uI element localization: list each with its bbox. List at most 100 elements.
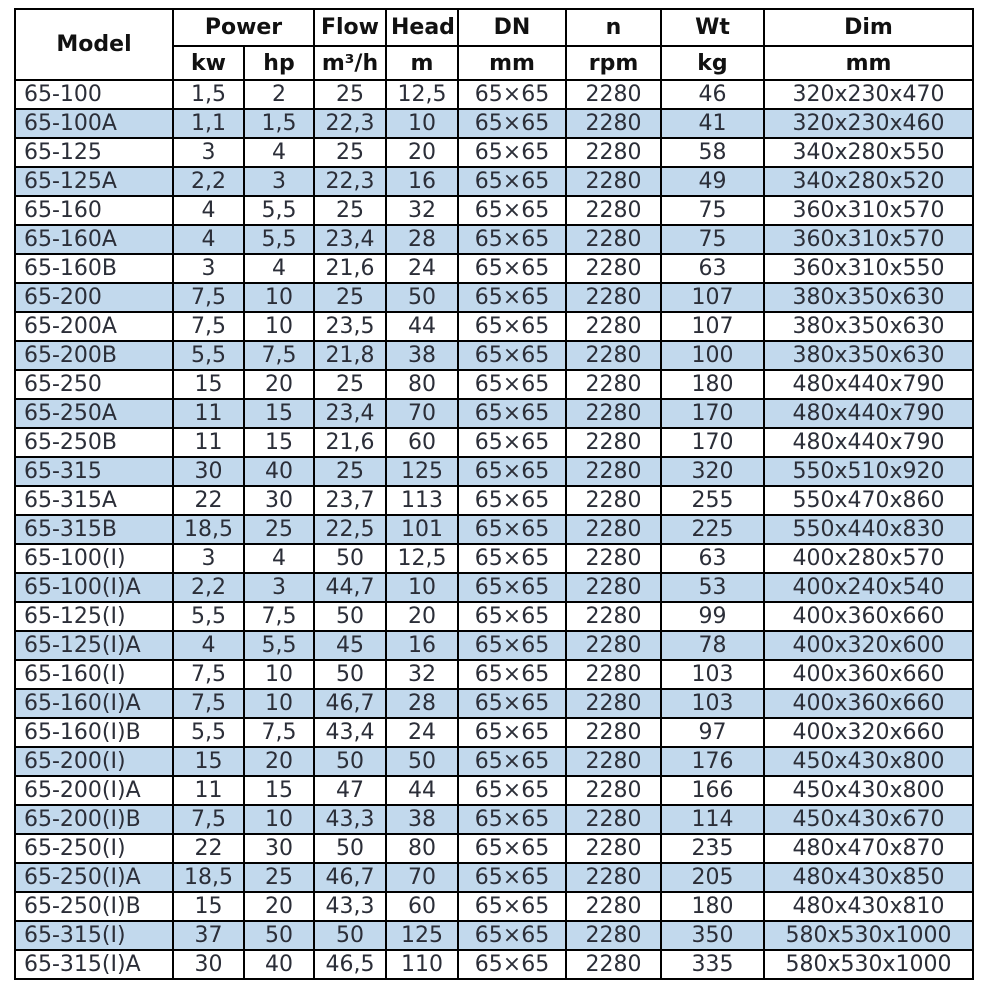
table-row: 65-315(I) 37 50 50 125 65×65 2280 350 580x530x10…	[14, 920, 974, 951]
cell-n: 2280	[565, 282, 662, 313]
col-header-dim: Dim	[763, 8, 974, 47]
cell-hp: 7,5	[243, 340, 315, 371]
cell-n: 2280	[565, 572, 662, 603]
cell-head: 80	[385, 833, 459, 864]
cell-n: 2280	[565, 601, 662, 632]
cell-kw: 22	[172, 485, 245, 516]
cell-model: 65-250(I)B	[14, 891, 174, 922]
cell-dn: 65×65	[457, 775, 567, 806]
unit-header-head: m	[385, 45, 459, 81]
cell-wt: 99	[660, 601, 765, 632]
cell-kw: 11	[172, 398, 245, 429]
cell-flow: 44,7	[313, 572, 387, 603]
cell-head: 70	[385, 398, 459, 429]
cell-kw: 15	[172, 369, 245, 400]
table-row: 65-200B 5,5 7,5 21,8 38 65×65 2280 100 380x350x6…	[14, 340, 974, 371]
unit-header-dn: mm	[457, 45, 567, 81]
cell-model: 65-200(I)A	[14, 775, 174, 806]
cell-dn: 65×65	[457, 659, 567, 690]
cell-model: 65-100(I)	[14, 543, 174, 574]
table-row: 65-200(I)A 11 15 47 44 65×65 2280 166 450x430x80…	[14, 775, 974, 806]
cell-dim: 450x430x800	[763, 746, 974, 777]
cell-n: 2280	[565, 195, 662, 226]
cell-wt: 46	[660, 79, 765, 110]
cell-wt: 58	[660, 137, 765, 168]
cell-dn: 65×65	[457, 601, 567, 632]
table-row: 65-160(I)A 7,5 10 46,7 28 65×65 2280 103 400x360…	[14, 688, 974, 719]
cell-flow: 50	[313, 746, 387, 777]
table-row: 65-100A 1,1 1,5 22,3 10 65×65 2280 41 320x230x46…	[14, 108, 974, 139]
cell-dim: 360x310x550	[763, 253, 974, 284]
cell-flow: 21,8	[313, 340, 387, 371]
cell-n: 2280	[565, 630, 662, 661]
cell-flow: 43,3	[313, 804, 387, 835]
cell-hp: 20	[243, 891, 315, 922]
cell-flow: 23,7	[313, 485, 387, 516]
cell-n: 2280	[565, 224, 662, 255]
cell-n: 2280	[565, 340, 662, 371]
cell-dim: 320x230x470	[763, 79, 974, 110]
col-header-flow: Flow	[313, 8, 387, 47]
cell-dn: 65×65	[457, 949, 567, 980]
cell-kw: 5,5	[172, 601, 245, 632]
cell-dn: 65×65	[457, 630, 567, 661]
cell-kw: 1,1	[172, 108, 245, 139]
cell-kw: 7,5	[172, 659, 245, 690]
cell-dim: 450x430x800	[763, 775, 974, 806]
table-row: 65-315A 22 30 23,7 113 65×65 2280 255 550x470x86…	[14, 485, 974, 516]
cell-n: 2280	[565, 833, 662, 864]
cell-model: 65-315B	[14, 514, 174, 545]
cell-wt: 103	[660, 688, 765, 719]
cell-head: 50	[385, 282, 459, 313]
cell-kw: 7,5	[172, 282, 245, 313]
cell-wt: 63	[660, 543, 765, 574]
cell-dim: 360x310x570	[763, 224, 974, 255]
cell-head: 32	[385, 195, 459, 226]
cell-kw: 7,5	[172, 688, 245, 719]
cell-model: 65-160	[14, 195, 174, 226]
cell-n: 2280	[565, 891, 662, 922]
cell-hp: 10	[243, 311, 315, 342]
cell-wt: 97	[660, 717, 765, 748]
cell-model: 65-250(I)	[14, 833, 174, 864]
cell-dim: 580x530x1000	[763, 949, 974, 980]
cell-n: 2280	[565, 862, 662, 893]
table-row: 65-250(I) 22 30 50 80 65×65 2280 235 480x470x870	[14, 833, 974, 864]
cell-hp: 4	[243, 543, 315, 574]
table-row: 65-100(I)A 2,2 3 44,7 10 65×65 2280 53 400x240x5…	[14, 572, 974, 603]
col-header-head: Head	[385, 8, 459, 47]
cell-dim: 480x440x790	[763, 427, 974, 458]
cell-dim: 450x430x670	[763, 804, 974, 835]
table-body: 65-100 1,5 2 25 12,5 65×65 2280 46 320x230x470 65…	[14, 79, 974, 980]
cell-model: 65-125	[14, 137, 174, 168]
cell-kw: 30	[172, 456, 245, 487]
cell-model: 65-160A	[14, 224, 174, 255]
cell-dim: 400x280x570	[763, 543, 974, 574]
cell-wt: 107	[660, 311, 765, 342]
cell-dim: 340x280x520	[763, 166, 974, 197]
cell-n: 2280	[565, 659, 662, 690]
cell-hp: 20	[243, 369, 315, 400]
cell-flow: 25	[313, 456, 387, 487]
cell-flow: 25	[313, 282, 387, 313]
cell-model: 65-315A	[14, 485, 174, 516]
table-row: 65-200 7,5 10 25 50 65×65 2280 107 380x350x630	[14, 282, 974, 313]
cell-flow: 50	[313, 920, 387, 951]
cell-flow: 50	[313, 659, 387, 690]
cell-dim: 340x280x550	[763, 137, 974, 168]
cell-head: 60	[385, 891, 459, 922]
cell-n: 2280	[565, 79, 662, 110]
cell-dim: 550x440x830	[763, 514, 974, 545]
cell-n: 2280	[565, 688, 662, 719]
cell-wt: 75	[660, 195, 765, 226]
cell-hp: 3	[243, 572, 315, 603]
cell-dim: 400x240x540	[763, 572, 974, 603]
cell-n: 2280	[565, 746, 662, 777]
header-row-main: Model Power Flow Head DN n Wt Dim	[14, 8, 974, 81]
cell-dim: 480x430x810	[763, 891, 974, 922]
cell-flow: 43,3	[313, 891, 387, 922]
col-header-dn: DN	[457, 8, 567, 47]
cell-model: 65-250B	[14, 427, 174, 458]
cell-flow: 22,3	[313, 108, 387, 139]
cell-dim: 400x360x660	[763, 601, 974, 632]
